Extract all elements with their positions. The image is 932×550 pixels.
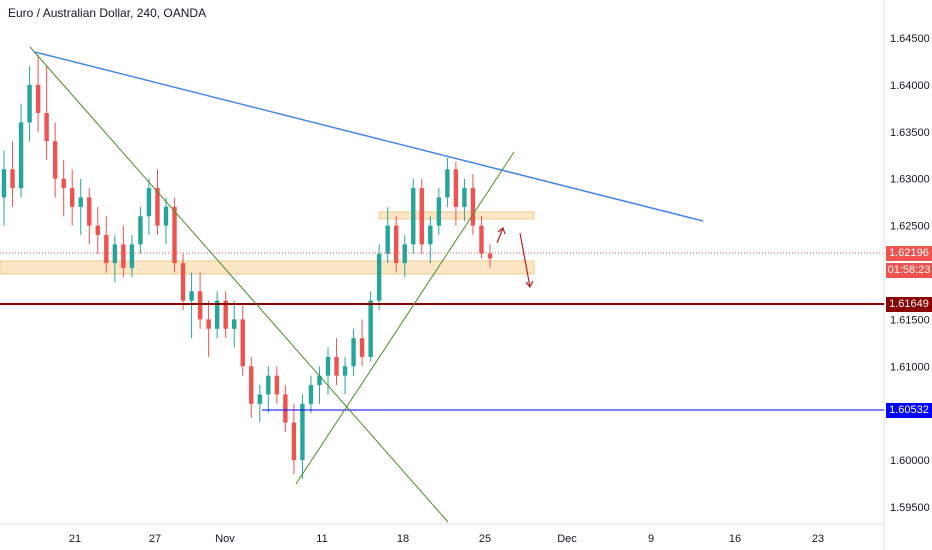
candle xyxy=(291,403,297,475)
candle xyxy=(462,178,467,221)
candle xyxy=(146,178,152,235)
candle xyxy=(453,161,459,226)
candle xyxy=(35,54,41,132)
candle xyxy=(359,319,365,367)
candle xyxy=(61,159,66,217)
candle xyxy=(180,253,186,311)
time-tick-label: 23 xyxy=(812,533,824,545)
candle xyxy=(197,272,203,329)
candle xyxy=(172,197,177,273)
candle xyxy=(351,328,356,376)
chart-title: Euro / Australian Dollar, 240, OANDA xyxy=(8,6,207,20)
candle xyxy=(266,366,271,414)
price-tick-label: 1.63000 xyxy=(890,174,930,186)
candle xyxy=(342,356,348,395)
candle xyxy=(121,225,126,278)
rising-trendline[interactable] xyxy=(295,151,515,485)
time-tick-label: Nov xyxy=(215,533,235,545)
candle xyxy=(27,66,32,142)
support-zone[interactable] xyxy=(0,260,535,275)
candle xyxy=(394,216,399,273)
candle xyxy=(317,366,322,404)
candle xyxy=(436,188,442,235)
candle xyxy=(240,305,245,376)
candle xyxy=(479,216,484,259)
time-tick-label: Dec xyxy=(557,533,577,545)
candle xyxy=(283,385,288,432)
candle xyxy=(189,272,194,339)
falling-trendline[interactable] xyxy=(29,46,449,523)
price-tick-label: 1.60000 xyxy=(890,455,930,467)
candle xyxy=(257,385,262,423)
candle xyxy=(376,244,382,311)
price-tick-label: 1.61000 xyxy=(890,361,930,373)
countdown-label: 01:58:23 xyxy=(886,263,932,278)
price-tick-label: 1.61500 xyxy=(890,314,930,326)
candle xyxy=(223,291,228,339)
candle xyxy=(419,178,424,254)
price-axis[interactable]: 1.64500 1.64000 1.63500 1.63000 1.62500 1.615… xyxy=(890,33,930,514)
price-tick-label: 1.64000 xyxy=(890,80,930,92)
time-tick-label: 25 xyxy=(479,533,491,545)
time-axis[interactable]: 21 27 Nov 11 18 25 Dec 9 16 23 xyxy=(69,533,824,545)
candle xyxy=(325,347,331,395)
time-tick-label: 11 xyxy=(316,533,327,545)
candle xyxy=(70,169,75,226)
candle xyxy=(52,122,58,198)
candle xyxy=(274,366,280,404)
time-tick-label: 18 xyxy=(397,533,409,545)
candles-group xyxy=(1,54,493,479)
resistance-zone[interactable] xyxy=(378,211,535,220)
candle xyxy=(308,375,314,414)
price-tick-label: 1.64500 xyxy=(890,33,930,45)
candle xyxy=(445,158,450,207)
candle xyxy=(163,197,169,245)
candle xyxy=(411,178,416,254)
candle xyxy=(78,178,83,235)
candle xyxy=(402,234,407,278)
candle xyxy=(95,206,100,254)
descending-trendline[interactable] xyxy=(34,51,704,222)
low-level-label: 1.60532 xyxy=(886,403,932,418)
candle xyxy=(334,338,339,386)
candle xyxy=(249,356,254,418)
candle xyxy=(214,291,220,339)
price-tick-label: 1.59500 xyxy=(890,502,930,514)
candle xyxy=(368,291,373,362)
candle xyxy=(10,141,15,207)
candle xyxy=(470,174,476,235)
candle xyxy=(300,394,305,479)
current-price-label: 1.62196 xyxy=(886,246,932,261)
candle xyxy=(487,244,493,268)
price-tick-label: 1.63500 xyxy=(890,127,930,139)
candle xyxy=(18,103,24,198)
price-tick-label: 1.62500 xyxy=(890,221,930,233)
candle xyxy=(385,206,390,264)
candle xyxy=(1,150,7,226)
candle xyxy=(155,169,160,235)
candle xyxy=(428,216,433,264)
candle xyxy=(87,188,92,245)
candle xyxy=(104,216,109,273)
up-arrow-icon xyxy=(496,226,506,244)
down-arrow-icon xyxy=(519,232,534,289)
candle xyxy=(44,66,49,160)
time-tick-label: 21 xyxy=(69,533,81,545)
candle xyxy=(129,234,135,278)
candle xyxy=(112,234,118,282)
time-tick-label: 16 xyxy=(729,533,741,545)
support-level-label: 1.61649 xyxy=(886,297,932,312)
time-tick-label: 27 xyxy=(149,533,161,545)
candle xyxy=(232,300,237,348)
candle xyxy=(138,206,143,254)
candle xyxy=(206,300,211,357)
time-tick-label: 9 xyxy=(648,533,654,545)
